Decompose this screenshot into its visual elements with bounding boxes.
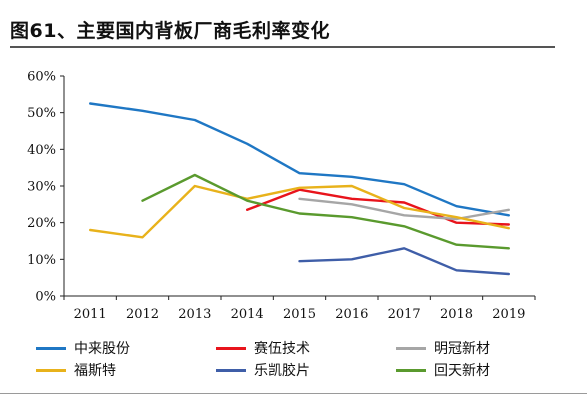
legend-label: 中来股份 xyxy=(74,341,130,357)
figure-title: 图61、主要国内背板厂商毛利率变化 xyxy=(10,20,330,42)
legend-item: 福斯特 xyxy=(36,361,116,379)
legend-swatch xyxy=(396,368,426,372)
legend-item: 乐凯胶片 xyxy=(216,361,310,379)
bottom-divider xyxy=(0,393,587,394)
legend-swatch xyxy=(216,368,246,372)
series-line-5 xyxy=(298,247,510,276)
legend-label: 明冠新材 xyxy=(434,341,490,357)
y-tick-label: 60% xyxy=(27,70,56,85)
legend-swatch xyxy=(36,368,66,372)
series-line-6 xyxy=(141,173,510,250)
y-tick-label: 40% xyxy=(27,143,56,158)
title-underline xyxy=(10,46,555,48)
line-chart: 0% 10% 20% 30% 40% 50% 60% 2011 2012 2013 2014 2015… xyxy=(27,70,536,322)
legend-swatch xyxy=(216,346,246,350)
legend-item: 回天新材 xyxy=(396,361,490,379)
x-tick-label: 2018 xyxy=(440,307,473,322)
legend-label: 福斯特 xyxy=(74,363,116,379)
legend-label: 乐凯胶片 xyxy=(254,363,310,379)
series-line-3 xyxy=(298,197,510,221)
x-tick-label: 2015 xyxy=(283,307,316,322)
x-tick-label: 2019 xyxy=(492,307,525,322)
legend-swatch xyxy=(36,346,66,350)
y-tick-label: 0% xyxy=(35,290,56,305)
y-tick-label: 50% xyxy=(27,106,56,121)
x-tick-label: 2013 xyxy=(178,307,211,322)
legend-item: 明冠新材 xyxy=(396,339,490,357)
legend-label: 回天新材 xyxy=(434,363,490,379)
series-line-4 xyxy=(88,184,510,239)
x-tick-label: 2016 xyxy=(335,307,368,322)
y-tick-label: 30% xyxy=(27,180,56,195)
chart-legend: 中来股份 赛伍技术 明冠新材福斯特 乐凯胶片 回天新材 xyxy=(36,339,556,381)
y-tick-label: 10% xyxy=(27,253,56,268)
x-tick-label: 2017 xyxy=(388,307,421,322)
y-tick-label: 20% xyxy=(27,216,56,231)
legend-label: 赛伍技术 xyxy=(254,341,310,357)
legend-swatch xyxy=(396,346,426,350)
legend-item: 中来股份 xyxy=(36,339,130,357)
series-line-1 xyxy=(88,102,510,217)
legend-item: 赛伍技术 xyxy=(216,339,310,357)
x-tick-label: 2011 xyxy=(74,307,107,322)
x-tick-label: 2012 xyxy=(126,307,159,322)
x-tick-label: 2014 xyxy=(231,307,264,322)
series-line-2 xyxy=(245,188,510,226)
